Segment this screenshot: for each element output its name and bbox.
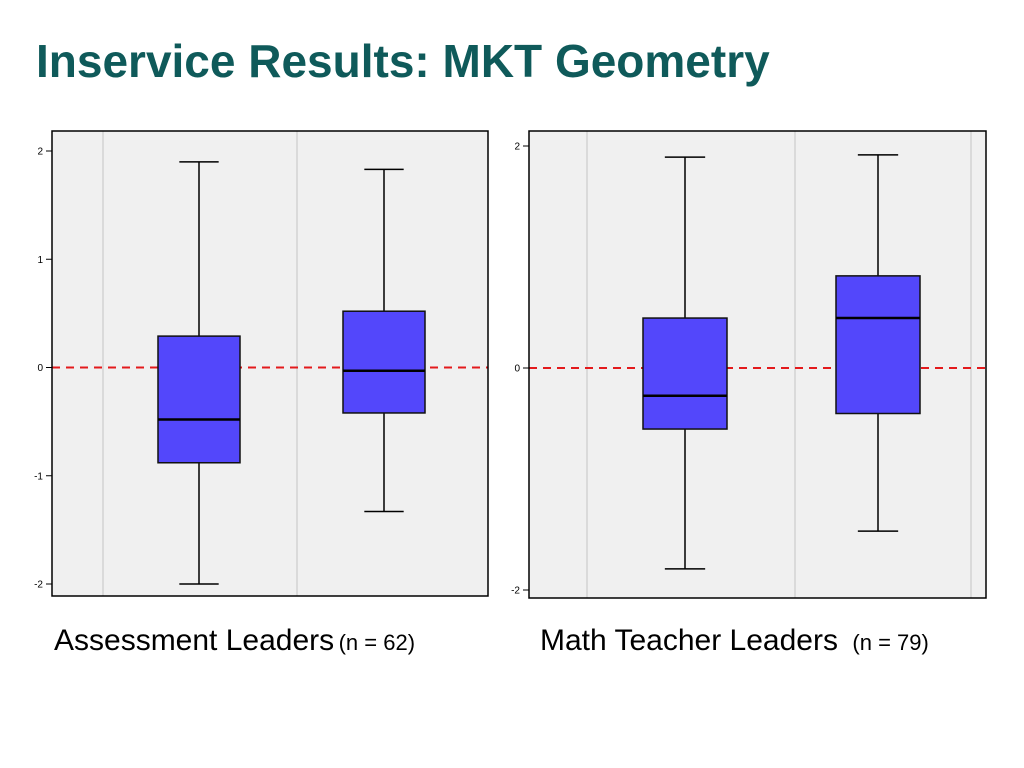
caption-assessment-leaders: Assessment Leaders (n = 62)	[54, 624, 415, 658]
plot-frame	[528, 130, 987, 599]
slide-title: Inservice Results: MKT Geometry	[36, 35, 770, 87]
caption-sample-size: (n = 79)	[852, 630, 929, 655]
caption-label: Assessment Leaders	[54, 624, 335, 657]
y-tick-label: -2	[34, 580, 43, 591]
plot-frame	[51, 130, 489, 597]
box-iqr	[342, 310, 426, 414]
y-tick-label: -1	[34, 471, 43, 482]
y-tick-label: 0	[37, 363, 43, 374]
box-iqr	[642, 317, 728, 430]
y-tick-label: 2	[514, 142, 520, 153]
box-iqr	[835, 275, 921, 415]
y-tick-label: 1	[37, 255, 43, 266]
y-tick-label: -2	[511, 586, 520, 597]
y-tick-label: 2	[37, 147, 43, 158]
y-tick-label: 0	[514, 364, 520, 375]
box-iqr	[157, 335, 241, 464]
caption-label: Math Teacher Leaders	[540, 624, 838, 657]
caption-sample-size: (n = 62)	[338, 630, 416, 655]
caption-math-teacher-leaders: Math Teacher Leaders (n = 79)	[540, 624, 929, 658]
